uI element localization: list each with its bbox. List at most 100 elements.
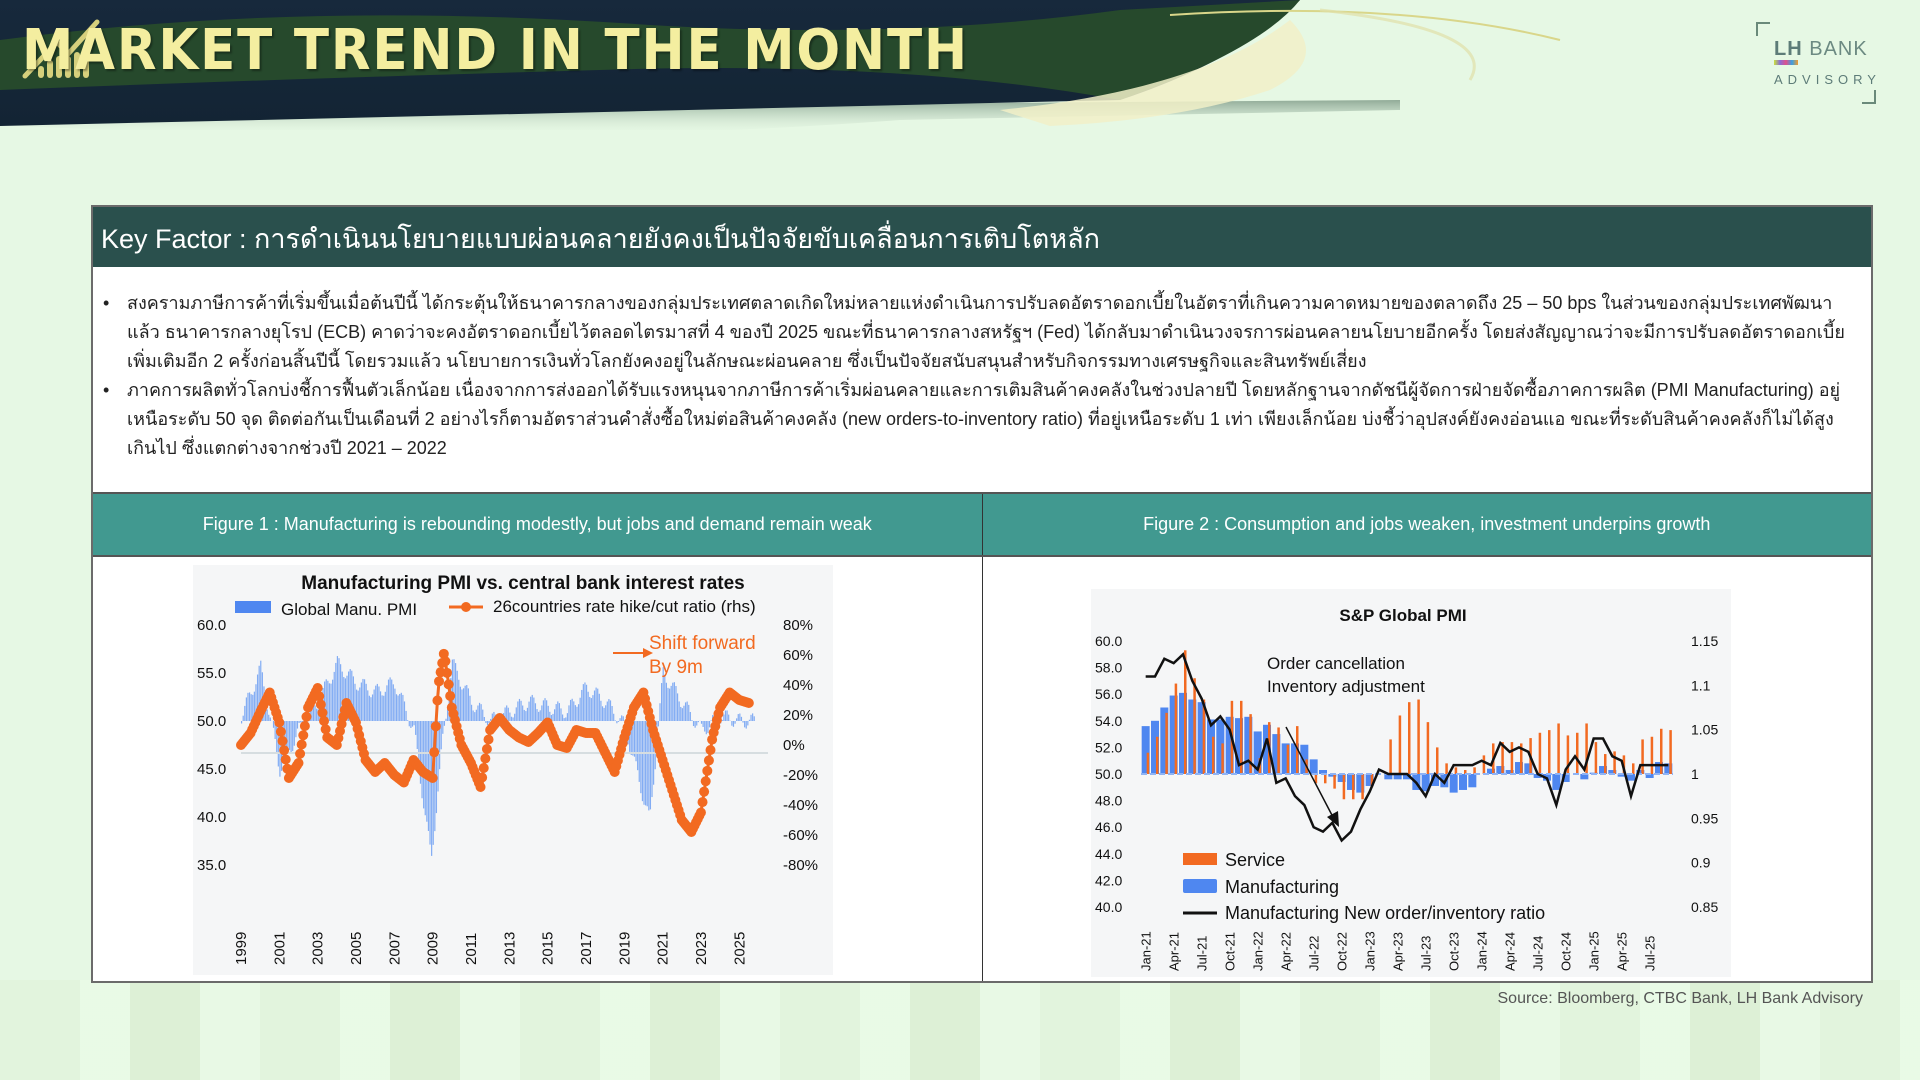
svg-text:35.0: 35.0 [197,857,226,874]
svg-text:2015: 2015 [540,932,557,965]
svg-text:80%: 80% [783,617,813,634]
svg-text:Apr-23: Apr-23 [1390,932,1405,971]
legend-label-ratio: Manufacturing New order/inventory ratio [1225,903,1545,923]
legend-label-pmi: Global Manu. PMI [281,600,417,619]
chart-2-canvas: S&P Global PMI 60.0 58.0 56.0 54.0 52.0 50.0 4… [1095,606,1718,971]
arrow-down-icon [1326,811,1339,827]
svg-text:54.0: 54.0 [1095,713,1122,729]
chart-1-legend: Global Manu. PMI 26countries rate hike/c… [235,597,756,619]
svg-text:1999: 1999 [233,932,250,965]
figure-1: Manufacturing PMI vs. central bank inter… [93,557,983,981]
svg-text:55.0: 55.0 [197,665,226,682]
svg-text:Oct-22: Oct-22 [1334,932,1349,971]
svg-text:2009: 2009 [425,932,442,965]
svg-text:60%: 60% [783,647,813,664]
svg-text:Apr-22: Apr-22 [1278,932,1293,971]
annotation-line-1: Order cancellation [1267,654,1405,673]
growth-chart-icon [22,19,100,79]
legend-swatch-service [1182,853,1217,865]
svg-text:-60%: -60% [783,827,818,844]
chart-2-annotation: Order cancellation Inventory adjustment [1267,654,1425,827]
logo-subtitle: ADVISORY [1774,72,1881,87]
chart-1-annotation: Shift forward By 9m [613,633,756,678]
svg-text:56.0: 56.0 [1095,686,1122,702]
svg-text:Jul-22: Jul-22 [1306,936,1321,971]
annotation-line-1: Shift forward [649,633,756,654]
svg-text:1.15: 1.15 [1691,633,1718,649]
svg-text:2021: 2021 [655,932,672,965]
svg-text:45.0: 45.0 [197,761,226,778]
svg-text:-40%: -40% [783,797,818,814]
logo-brand: LH [1774,38,1803,60]
page-title: MARKET TREND IN THE MONTH [22,18,969,83]
svg-text:60.0: 60.0 [1095,633,1122,649]
figure-1-caption: Figure 1 : Manufacturing is rebounding m… [93,494,983,555]
svg-text:Apr-25: Apr-25 [1614,932,1629,971]
key-factor-bullets: สงครามภาษีการค้าที่เริ่มขึ้นเมื่อต้นปีนี… [93,267,1871,492]
chart-2-right-axis: 1.15 1.1 1.05 1 0.95 0.9 0.85 [1691,633,1718,915]
chart-1-left-axis: 60.0 55.0 50.0 45.0 40.0 35.0 [197,617,226,874]
svg-text:48.0: 48.0 [1095,793,1122,809]
chart-2-x-axis: Jan-21 Apr-21 Jul-21 Oct-21 Jan-22 Apr-22 Jul-… [1138,931,1657,971]
content-panel: Key Factor : การดำเนินนโยบายแบบผ่อนคลายย… [91,205,1873,983]
svg-text:Oct-21: Oct-21 [1222,932,1237,971]
background-decoration [0,980,1920,1080]
svg-text:Jul-25: Jul-25 [1642,936,1657,971]
key-factor-heading: Key Factor : การดำเนินนโยบายแบบผ่อนคลายย… [93,207,1871,267]
legend-swatch-ratio [461,602,471,612]
svg-text:50.0: 50.0 [1095,766,1122,782]
svg-text:20%: 20% [783,707,813,724]
svg-text:40.0: 40.0 [197,809,226,826]
chart-2: S&P Global PMI 60.0 58.0 56.0 54.0 52.0 50.0 4… [1090,589,1731,977]
svg-text:0.95: 0.95 [1691,810,1718,826]
svg-text:44.0: 44.0 [1095,846,1122,862]
svg-text:Jul-23: Jul-23 [1418,936,1433,971]
legend-label-manufacturing: Manufacturing [1225,877,1339,897]
logo-color-bar [1774,60,1798,65]
svg-text:2019: 2019 [616,932,633,965]
svg-text:50.0: 50.0 [197,713,226,730]
logo-corner [1756,22,1770,36]
chart-2-bars [1141,650,1672,800]
svg-text:Jan-22: Jan-22 [1250,931,1265,971]
svg-text:Jan-25: Jan-25 [1586,931,1601,971]
annotation-line-2: By 9m [649,657,703,678]
svg-text:2007: 2007 [386,932,403,965]
svg-text:Jan-23: Jan-23 [1362,931,1377,971]
svg-text:Jul-24: Jul-24 [1530,936,1545,971]
svg-text:Jul-21: Jul-21 [1194,936,1209,971]
legend-swatch-manufacturing [1182,879,1217,893]
figure-2: S&P Global PMI 60.0 58.0 56.0 54.0 52.0 50.0 4… [983,557,1872,981]
chart-1: Manufacturing PMI vs. central bank inter… [193,565,833,975]
svg-text:Apr-24: Apr-24 [1502,932,1517,971]
chart-2-title: S&P Global PMI [1339,606,1466,625]
svg-text:60.0: 60.0 [197,617,226,634]
legend-label-ratio: 26countries rate hike/cut ratio (rhs) [493,597,756,616]
svg-text:40%: 40% [783,677,813,694]
chart-1-ratio-line [236,648,754,837]
svg-text:Jan-21: Jan-21 [1138,931,1153,971]
svg-text:-80%: -80% [783,857,818,874]
svg-text:Oct-23: Oct-23 [1446,932,1461,971]
svg-text:-20%: -20% [783,767,818,784]
chart-2-left-axis: 60.0 58.0 56.0 54.0 52.0 50.0 48.0 46.0 44.0 42.0… [1095,633,1122,915]
chart-2-ratio-line [1145,652,1668,843]
svg-text:58.0: 58.0 [1095,660,1122,676]
logo-brand-rest: BANK [1809,38,1868,60]
svg-text:2017: 2017 [578,932,595,965]
logo-corner [1862,90,1876,104]
arrow-right-icon [643,648,653,658]
svg-text:Apr-21: Apr-21 [1166,932,1181,971]
svg-text:Oct-24: Oct-24 [1558,932,1573,971]
svg-text:Jan-24: Jan-24 [1474,931,1489,971]
svg-text:2001: 2001 [271,932,288,965]
svg-text:1.05: 1.05 [1691,722,1718,738]
svg-text:52.0: 52.0 [1095,739,1122,755]
figures-row: Manufacturing PMI vs. central bank inter… [93,557,1871,981]
figure-2-caption: Figure 2 : Consumption and jobs weaken, … [1143,514,1711,534]
header-banner: MARKET TREND IN THE MONTH LH BANK ADVISO… [0,0,1920,130]
svg-text:1.1: 1.1 [1691,677,1711,693]
annotation-line-2: Inventory adjustment [1267,677,1425,696]
svg-text:2005: 2005 [348,932,365,965]
svg-text:2025: 2025 [731,932,748,965]
